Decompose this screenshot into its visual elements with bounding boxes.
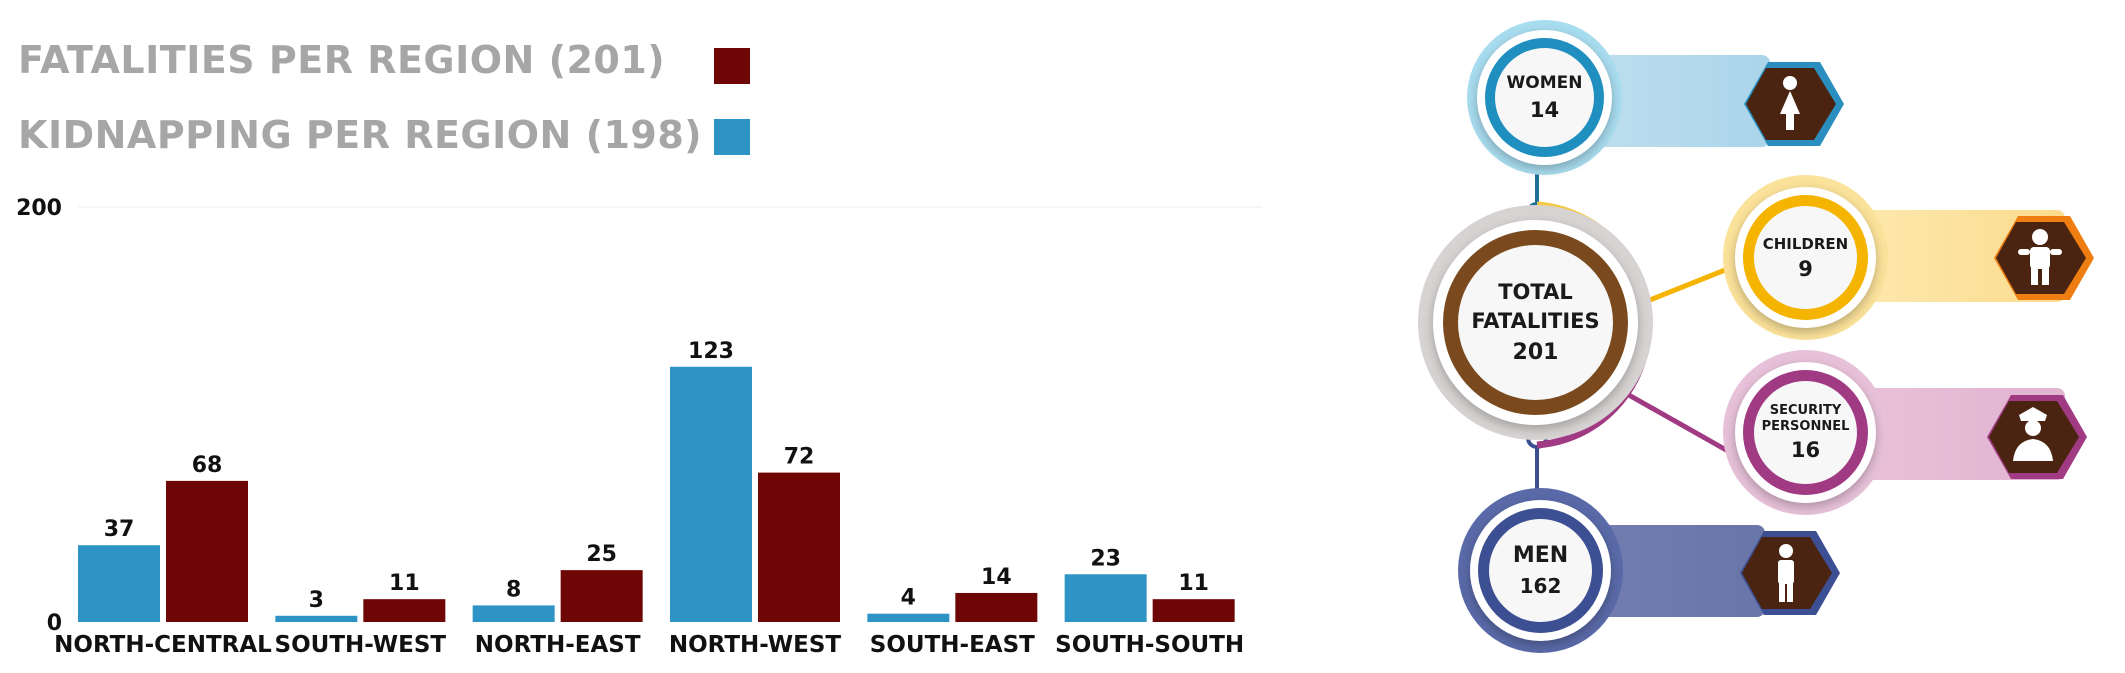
- total-label-1: TOTAL: [1498, 279, 1573, 304]
- legend-item-kidnapping: KIDNAPPING PER REGION (198): [18, 113, 702, 157]
- bar: [758, 472, 840, 622]
- security-label-1: SECURITY: [1769, 403, 1842, 419]
- women-label: WOMEN: [1506, 73, 1583, 94]
- bar: [166, 480, 248, 622]
- data-label: 37: [104, 517, 135, 542]
- fatalities-infographic: TOTAL FATALITIES 201 WOMEN 14 CHILDREN 9: [1380, 0, 2125, 673]
- children-label: CHILDREN: [1762, 234, 1849, 253]
- data-label: 11: [389, 571, 420, 596]
- data-label: 68: [192, 453, 223, 478]
- legend-label-kidnapping: KIDNAPPING PER REGION (198): [18, 113, 703, 157]
- total-node: TOTAL FATALITIES 201: [1458, 245, 1613, 400]
- y-tick-label: 0: [47, 611, 62, 636]
- man-icon: [1740, 531, 1840, 615]
- legend-swatch-kidnapping: [714, 119, 750, 155]
- women-value: 14: [1529, 97, 1560, 122]
- men-value: 162: [1519, 573, 1562, 598]
- total-label-2: FATALITIES: [1471, 309, 1600, 333]
- data-label: 8: [506, 577, 521, 602]
- women-node: WOMEN 14: [1495, 48, 1594, 147]
- category-label: NORTH-WEST: [669, 632, 842, 658]
- data-label: 11: [1178, 571, 1209, 596]
- security-label-2: PERSONNEL: [1761, 419, 1850, 434]
- legend-swatch-fatalities: [714, 48, 750, 84]
- bar: [955, 592, 1038, 622]
- bar: [363, 599, 446, 622]
- data-label: 4: [901, 586, 916, 611]
- total-value: 201: [1512, 340, 1559, 366]
- bar: [275, 615, 358, 622]
- bar: [867, 613, 950, 622]
- children-value: 9: [1798, 256, 1813, 281]
- legend-label-fatalities: FATALITIES PER REGION (201): [18, 38, 666, 82]
- bar: [1152, 599, 1235, 622]
- officer-icon: [1987, 395, 2087, 479]
- data-label: 123: [688, 339, 734, 364]
- bar: [560, 570, 643, 622]
- bar: [472, 605, 555, 622]
- bar-chart: 200 0 37 68 NORTH-CENTRAL 3 11 SOUTH-WEST 8 25 NOR…: [16, 196, 1262, 658]
- data-label: 72: [784, 445, 815, 470]
- data-label: 14: [981, 565, 1012, 590]
- category-label: NORTH-EAST: [475, 632, 641, 658]
- children-node: CHILDREN 9: [1754, 206, 1857, 309]
- child-icon: [1994, 216, 2094, 300]
- legend-item-fatalities: FATALITIES PER REGION (201): [18, 38, 665, 82]
- data-label: 25: [586, 542, 617, 567]
- bar: [670, 366, 752, 622]
- data-label: 23: [1090, 546, 1121, 571]
- category-label: SOUTH-WEST: [275, 632, 447, 658]
- category-label: SOUTH-EAST: [870, 632, 1035, 658]
- category-label: SOUTH-SOUTH: [1055, 632, 1244, 658]
- men-node: MEN 162: [1489, 519, 1592, 622]
- y-tick-label: 200: [16, 196, 62, 221]
- security-node: SECURITY PERSONNEL 16: [1754, 381, 1857, 484]
- woman-icon: [1744, 62, 1844, 146]
- bar: [78, 545, 160, 622]
- security-value: 16: [1790, 437, 1821, 462]
- category-label: NORTH-CENTRAL: [54, 632, 272, 658]
- men-label: MEN: [1512, 543, 1569, 569]
- data-label: 3: [309, 588, 324, 613]
- bar: [1064, 574, 1147, 622]
